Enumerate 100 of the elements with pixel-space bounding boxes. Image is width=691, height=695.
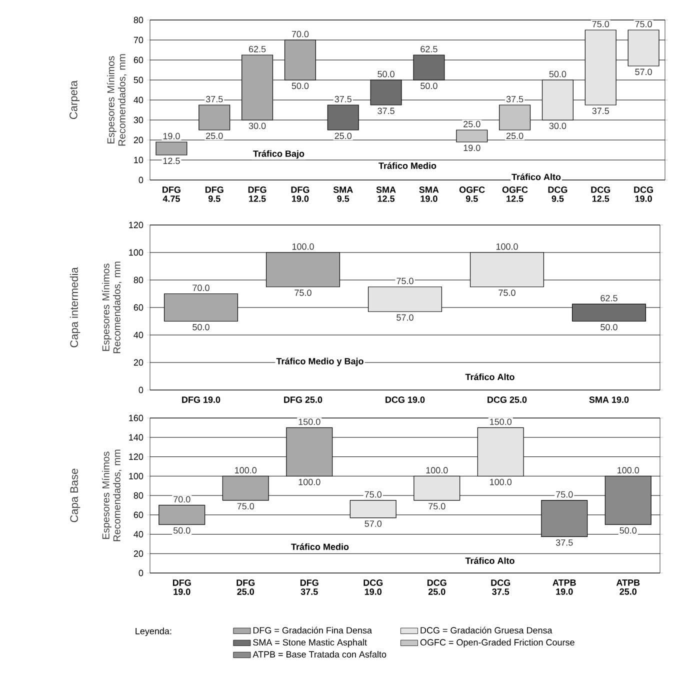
bar	[499, 104, 531, 130]
y-tick-label: 40	[134, 96, 144, 104]
annotation: 100.0	[298, 478, 320, 486]
y-tick-label: 20	[134, 136, 144, 144]
x-tick-label: DCG 37.5	[491, 580, 510, 595]
x-tick-label: OGFC 12.5	[502, 186, 528, 202]
annotation: 19.0	[163, 132, 180, 140]
annotation: 50.0	[620, 527, 637, 534]
annotation: 25.0	[464, 120, 480, 128]
y-tick-label: 100	[129, 249, 144, 256]
annotation: 75.0	[237, 503, 254, 510]
annotation: 100.0	[490, 478, 512, 486]
bar	[413, 54, 445, 80]
bar	[572, 304, 646, 322]
bar	[470, 252, 544, 288]
x-tick-label: DCG 19.0	[364, 580, 383, 595]
y-tick-label: 120	[129, 454, 144, 460]
bar	[222, 476, 269, 501]
y-tick-label: 20	[134, 550, 144, 557]
annotation: 50.0	[192, 324, 210, 330]
bar	[350, 500, 396, 518]
annotation: 75.0	[556, 491, 573, 498]
bar	[456, 130, 488, 142]
annotation: Tráfico Alto	[512, 173, 561, 180]
bar	[414, 476, 460, 501]
bar	[477, 427, 524, 476]
annotation: 75.0	[635, 20, 652, 28]
annotation: 57.0	[364, 520, 382, 527]
annotation: 75.0	[428, 503, 446, 510]
legend-label: DFG = Gradación Fina Densa	[253, 626, 372, 634]
y-tick-label: 80	[134, 492, 144, 499]
annotation: 100.0	[426, 467, 448, 474]
annotation: Tráfico Alto	[465, 373, 514, 380]
annotation: 75.0	[396, 278, 414, 284]
y-tick-label: 50	[134, 76, 144, 84]
x-tick-label: SMA 12.5	[376, 186, 396, 202]
annotation: 37.5	[378, 108, 394, 114]
annotation: 37.5	[334, 96, 352, 102]
x-tick-label: DCG 19.0	[634, 186, 653, 202]
y-axis-title: Espesores Mínimos Recomendados, mm	[102, 450, 122, 542]
text: Capa Base	[70, 468, 80, 522]
y-tick-label: 20	[134, 359, 144, 366]
annotation: 30.0	[549, 122, 566, 130]
annotation: 50.0	[420, 82, 438, 90]
x-tick-label: DCG 19.0	[386, 396, 425, 403]
bar	[327, 104, 359, 130]
y-tick-label: 60	[134, 304, 144, 311]
bar	[370, 80, 402, 106]
x-tick-label: DFG 25.0	[236, 580, 255, 595]
y-axis-title: Espesores Mínimos Recomendados, mm	[102, 262, 122, 354]
annotation: 150.0	[490, 418, 512, 425]
x-tick-label: DCG 25.0	[427, 580, 446, 595]
y-tick-label: 160	[129, 414, 144, 422]
annotation: 37.5	[556, 539, 573, 546]
annotation: 75.0	[294, 290, 312, 296]
annotation: 37.5	[592, 108, 610, 114]
y-tick-label: 0	[138, 386, 144, 394]
x-tick-label: OGFC 9.5	[459, 186, 485, 202]
y-tick-label: 140	[129, 434, 144, 441]
y-tick-label: 80	[134, 276, 144, 284]
annotation: 100.0	[292, 243, 314, 250]
legend-label: OGFC = Open-Graded Friction Course	[420, 638, 574, 648]
annotation: 25.0	[206, 132, 223, 140]
bar	[198, 104, 230, 130]
annotation: 100.0	[618, 467, 640, 474]
y-tick-label: 60	[134, 512, 144, 518]
x-tick-label: DFG 9.5	[205, 186, 224, 202]
y-tick-label: 100	[129, 472, 144, 480]
x-tick-label: DFG 25.0	[284, 396, 322, 403]
annotation: 62.5	[420, 46, 438, 52]
annotation: 50.0	[173, 527, 190, 534]
y-tick-label: 80	[134, 16, 144, 24]
y-axis-title: Espesores Mínimos Recomendados, mm	[106, 54, 127, 146]
bar	[584, 30, 616, 106]
bar	[284, 40, 316, 80]
annotation: 37.5	[206, 96, 223, 102]
annotation: 25.0	[506, 132, 524, 140]
text: Carpeta	[70, 80, 80, 119]
annotation: 70.0	[174, 496, 190, 502]
annotation: 75.0	[364, 491, 382, 498]
x-tick-label: DFG 12.5	[248, 186, 266, 202]
annotation: 62.5	[600, 294, 618, 302]
annotation: 50.0	[292, 82, 309, 90]
bar	[368, 286, 442, 312]
x-tick-label: DFG 19.0	[172, 580, 191, 595]
annotation: 12.5	[163, 158, 180, 164]
annotation: 50.0	[549, 70, 566, 78]
x-tick-label: SMA 9.5	[333, 186, 353, 202]
bar	[628, 30, 660, 66]
annotation: 37.5	[506, 96, 524, 102]
annotation: 62.5	[248, 46, 266, 52]
annotation: 70.0	[192, 284, 210, 292]
annotation: 25.0	[334, 132, 352, 140]
x-tick-label: DCG 25.0	[488, 396, 527, 403]
legend-title: Leyenda:	[136, 628, 172, 636]
annotation: 57.0	[635, 68, 652, 76]
bar	[158, 504, 206, 525]
bar	[541, 500, 588, 537]
bar	[164, 293, 238, 322]
x-tick-label: DFG 19.0	[291, 186, 310, 202]
